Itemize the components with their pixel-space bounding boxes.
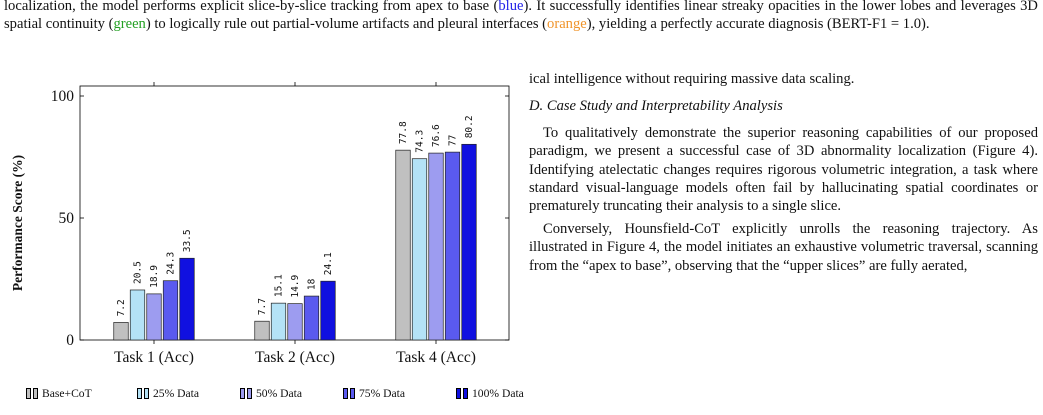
legend-swatch <box>26 388 31 399</box>
data-label: 7.2 <box>116 299 127 316</box>
legend-swatch <box>144 388 149 399</box>
bar-100-data <box>320 280 336 341</box>
bar-75-data <box>444 151 461 341</box>
data-label: 20.5 <box>133 261 144 284</box>
bar-100-data <box>461 143 477 341</box>
legend-label: Base+CoT <box>42 387 92 400</box>
right-text-line1: ical intelligence without requiring mass… <box>529 71 855 87</box>
data-label: 77.8 <box>398 121 409 144</box>
data-label: 77 <box>448 135 459 146</box>
top-text-blue: blue <box>498 0 524 14</box>
x-tick-label: Task 1 (Acc) <box>114 349 194 366</box>
legend-item: Base+CoT <box>26 387 92 400</box>
data-label: 33.5 <box>182 229 193 252</box>
y-tick-label: 0 <box>66 332 74 349</box>
section-heading: D. Case Study and Interpretability Analy… <box>529 98 783 115</box>
top-text-green: green <box>113 16 146 33</box>
bar-25-data <box>411 158 428 341</box>
legend-swatch <box>456 388 461 399</box>
bar-50-data <box>146 293 162 341</box>
data-label: 24.3 <box>166 252 177 275</box>
legend-label: 50% Data <box>256 387 303 400</box>
legend-label: 25% Data <box>153 387 200 400</box>
legend-swatch <box>247 388 252 399</box>
legend-swatch <box>343 388 348 399</box>
x-tick-label: Task 4 (Acc) <box>396 349 476 366</box>
bar-50-data <box>287 303 303 341</box>
data-label: 18 <box>307 278 318 290</box>
bar-100-data <box>179 257 195 341</box>
top-text-part2: ). It successfully identifies linear str… <box>4 0 1038 33</box>
legend-item: 25% Data <box>137 387 199 400</box>
y-axis-label: Performance Score (%) <box>10 155 25 291</box>
bar-base-cot <box>395 149 411 341</box>
top-paragraph: localization, the model performs explici… <box>4 0 1038 34</box>
legend-swatch <box>240 388 245 399</box>
bar-base-cot <box>254 320 270 341</box>
top-text-part1: localization, the model performs explici… <box>4 0 499 14</box>
data-label: 18.9 <box>149 265 160 288</box>
data-label: 7.7 <box>257 298 268 315</box>
bar-75-data <box>303 295 320 341</box>
y-tick-label: 100 <box>51 88 75 105</box>
data-label: 74.3 <box>415 130 426 153</box>
top-text-part4: ), yielding a perfectly accurate diagnos… <box>586 16 930 33</box>
legend-item: 75% Data <box>343 387 405 400</box>
legend-label: 100% Data <box>472 387 524 400</box>
data-label: 76.6 <box>431 124 442 147</box>
legend-label: 75% Data <box>359 387 406 400</box>
bar-chart-figure: 0 50 100 Performance Score (%) Task 1 (Acc) 7… <box>0 58 535 415</box>
legend-swatch <box>137 388 142 399</box>
x-tick-label: Task 2 (Acc) <box>255 349 335 366</box>
bar-base-cot <box>113 322 129 341</box>
legend-swatch <box>350 388 355 399</box>
data-label: 14.9 <box>290 274 301 297</box>
bar-chart: 0 50 100 Performance Score (%) Task 1 (Acc) 7… <box>10 82 510 366</box>
chart-legend: Base+CoT 25% Data 50% Data 75% Data 100% Dat… <box>0 383 535 405</box>
legend-item: 50% Data <box>240 387 302 400</box>
legend-swatch <box>463 388 468 399</box>
legend-item: 100% Data <box>456 387 524 400</box>
paragraph-1: To qualitatively demonstrate the superio… <box>529 124 1038 215</box>
top-text-orange: orange <box>547 16 587 33</box>
right-column: ical intelligence without requiring mass… <box>529 58 1038 275</box>
data-label: 80.2 <box>464 115 475 138</box>
paragraph-2: Conversely, Hounsfield-CoT explicitly un… <box>529 220 1038 274</box>
data-label: 15.1 <box>274 274 285 297</box>
bar-75-data <box>162 280 179 341</box>
legend-swatch <box>33 388 38 399</box>
bar-25-data <box>270 302 287 341</box>
data-label: 24.1 <box>323 252 334 275</box>
top-text-part3: ) to logically rule out partial-volume a… <box>145 16 548 33</box>
bar-50-data <box>428 152 444 341</box>
bar-25-data <box>129 289 146 341</box>
y-tick-label: 50 <box>59 210 75 227</box>
